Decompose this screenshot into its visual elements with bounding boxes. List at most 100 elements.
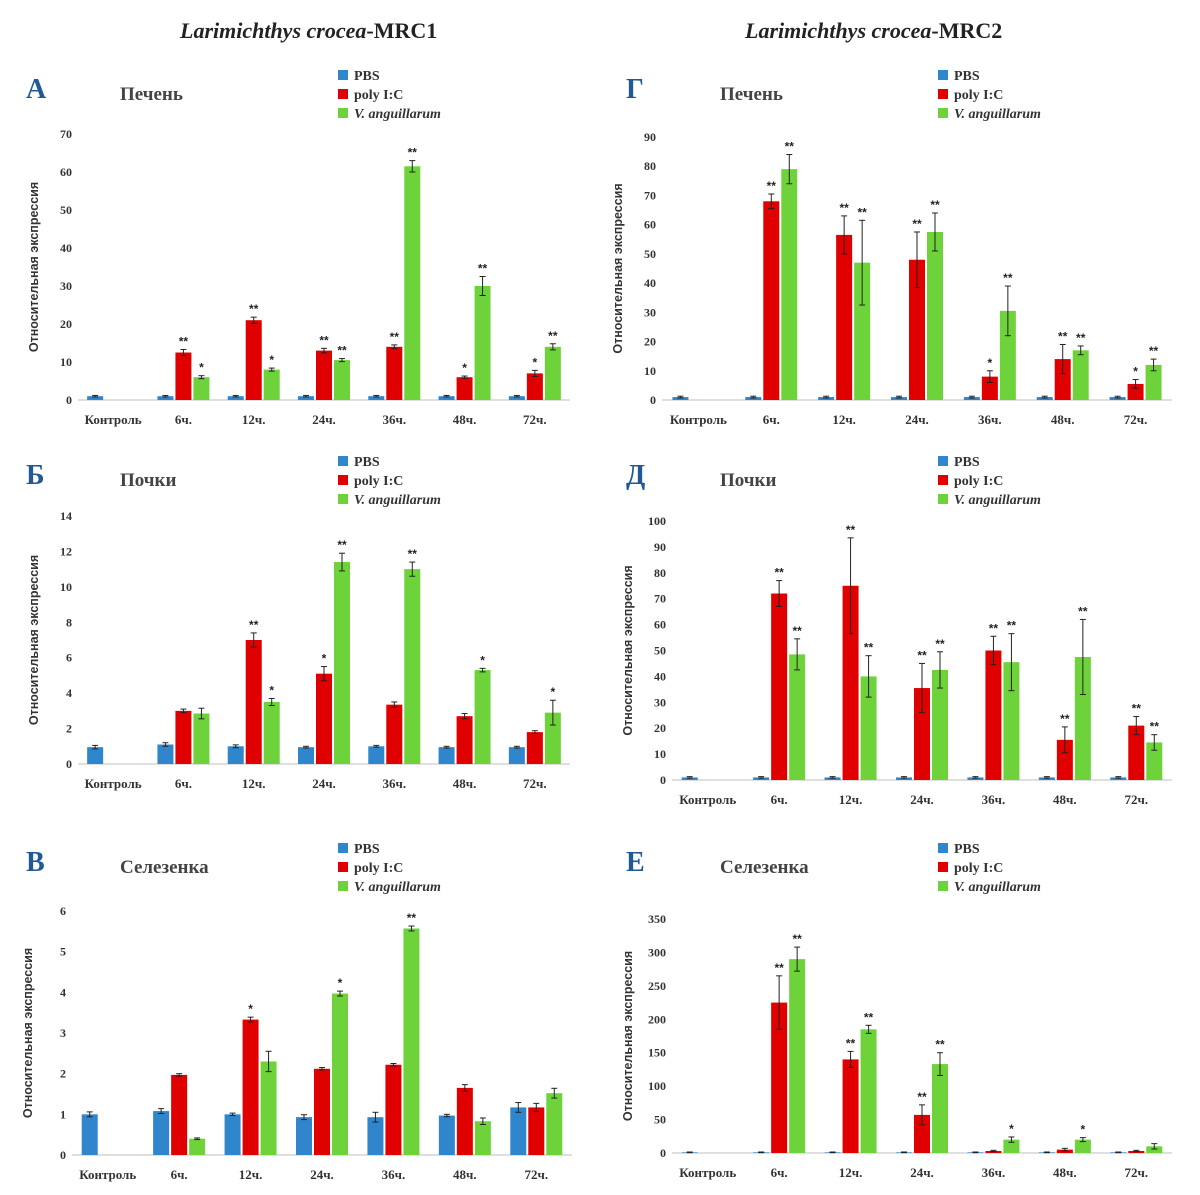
panel-g-liver-mrc2: Г Печень PBS poly I:C V. anguillarum Относите… bbox=[600, 62, 1180, 427]
bar bbox=[157, 744, 174, 764]
significance-marker: ** bbox=[935, 637, 945, 651]
bar bbox=[175, 352, 192, 400]
bar bbox=[526, 373, 543, 400]
bar bbox=[526, 732, 543, 764]
y-tick-label: 50 bbox=[654, 1113, 666, 1127]
significance-marker: ** bbox=[478, 262, 488, 276]
chart-d: Д Почки PBS poly I:C V. anguillarum Относител… bbox=[621, 455, 1172, 807]
significance-marker: * bbox=[269, 683, 274, 697]
left-title-species: Larimichthys crocea bbox=[180, 18, 367, 43]
right-column-title: Larimichthys crocea-MRC2 bbox=[745, 18, 1002, 44]
y-tick-label: 40 bbox=[60, 241, 72, 255]
bar bbox=[981, 376, 998, 400]
y-tick-label: 20 bbox=[644, 335, 656, 349]
legend-swatch bbox=[338, 494, 348, 504]
bar bbox=[999, 310, 1016, 400]
y-tick-label: 40 bbox=[644, 276, 656, 290]
x-tick-label: 6ч. bbox=[771, 792, 788, 807]
organ-title: Печень bbox=[720, 84, 783, 105]
y-tick-label: 14 bbox=[60, 509, 72, 523]
y-tick-label: 0 bbox=[66, 757, 72, 771]
y-tick-label: 200 bbox=[648, 1012, 666, 1026]
bar bbox=[1110, 777, 1127, 780]
legend-label: PBS bbox=[954, 842, 980, 857]
panel-a-liver-mrc1: А Печень PBS poly I:C V. anguillarum Относите… bbox=[0, 62, 580, 427]
bar bbox=[745, 397, 762, 400]
bar bbox=[334, 360, 350, 400]
bar bbox=[81, 1114, 98, 1155]
bar bbox=[153, 1111, 170, 1155]
legend-swatch bbox=[338, 456, 348, 466]
bar bbox=[474, 1121, 491, 1155]
significance-marker: ** bbox=[408, 146, 418, 160]
bar bbox=[963, 397, 980, 400]
bar bbox=[224, 1114, 241, 1155]
significance-marker: * bbox=[988, 356, 993, 370]
x-tick-label: Контроль bbox=[670, 412, 727, 427]
y-tick-label: 60 bbox=[644, 218, 656, 232]
bar bbox=[456, 716, 473, 764]
y-tick-label: 80 bbox=[644, 159, 656, 173]
significance-marker: ** bbox=[249, 302, 259, 316]
bar bbox=[528, 1107, 545, 1155]
bar bbox=[818, 397, 835, 400]
significance-marker: * bbox=[322, 652, 327, 666]
significance-marker: ** bbox=[846, 1036, 856, 1050]
significance-marker: ** bbox=[989, 621, 999, 635]
significance-marker: ** bbox=[1149, 344, 1159, 358]
bar bbox=[1003, 1139, 1020, 1153]
bar bbox=[789, 959, 806, 1153]
bar bbox=[1036, 397, 1053, 400]
y-tick-label: 150 bbox=[648, 1046, 666, 1060]
y-axis-label: Относительная экспрессия bbox=[27, 555, 41, 725]
significance-marker: ** bbox=[917, 1090, 927, 1104]
x-tick-label: 24ч. bbox=[310, 1167, 334, 1182]
chart-b: Б Почки PBS poly I:C V. anguillarum Относител… bbox=[26, 455, 570, 791]
bar bbox=[510, 1107, 527, 1155]
significance-marker: * bbox=[533, 355, 538, 369]
y-tick-label: 10 bbox=[654, 747, 666, 761]
significance-marker: * bbox=[480, 653, 485, 667]
legend-swatch bbox=[338, 475, 348, 485]
y-tick-label: 10 bbox=[60, 580, 72, 594]
bar bbox=[456, 1087, 473, 1155]
significance-marker: ** bbox=[249, 618, 259, 632]
significance-marker: ** bbox=[839, 201, 849, 215]
bar bbox=[914, 688, 930, 780]
bar bbox=[87, 396, 104, 400]
bar bbox=[385, 1064, 402, 1155]
x-tick-label: Контроль bbox=[679, 1165, 736, 1180]
y-tick-label: 12 bbox=[60, 544, 72, 558]
panel-v-spleen-mrc1: В Селезенка PBS poly I:C V. anguillarum Относ… bbox=[0, 835, 580, 1195]
significance-marker: * bbox=[1081, 1123, 1086, 1137]
x-tick-label: 12ч. bbox=[839, 1165, 863, 1180]
bar bbox=[1038, 777, 1055, 780]
bar bbox=[298, 747, 314, 764]
x-tick-label: 72ч. bbox=[523, 776, 547, 791]
bar bbox=[1003, 662, 1020, 780]
bar bbox=[1127, 383, 1144, 400]
y-tick-label: 70 bbox=[644, 188, 656, 202]
significance-marker: ** bbox=[792, 624, 802, 638]
panel-letter: Е bbox=[626, 847, 645, 878]
x-tick-label: 48ч. bbox=[1053, 792, 1077, 807]
legend-label: V. anguillarum bbox=[354, 880, 441, 895]
x-tick-label: 12ч. bbox=[242, 412, 266, 427]
significance-marker: ** bbox=[337, 344, 347, 358]
y-tick-label: 350 bbox=[648, 912, 666, 926]
x-tick-label: 72ч. bbox=[1124, 1165, 1148, 1180]
x-tick-label: 12ч. bbox=[239, 1167, 263, 1182]
y-tick-label: 60 bbox=[654, 618, 666, 632]
bar bbox=[1109, 397, 1126, 400]
significance-marker: ** bbox=[930, 198, 940, 212]
y-tick-label: 4 bbox=[66, 686, 72, 700]
right-title-gene: -MRC2 bbox=[931, 18, 1003, 43]
significance-marker: ** bbox=[1150, 720, 1160, 734]
chart-e: Е Селезенка PBS poly I:C V. anguillarum Относ… bbox=[621, 842, 1172, 1180]
legend-swatch bbox=[338, 862, 348, 872]
left-title-gene: -MRC1 bbox=[366, 18, 438, 43]
significance-marker: ** bbox=[1058, 329, 1068, 343]
bar bbox=[836, 234, 853, 400]
x-tick-label: Контроль bbox=[79, 1167, 136, 1182]
bar bbox=[171, 1074, 188, 1155]
